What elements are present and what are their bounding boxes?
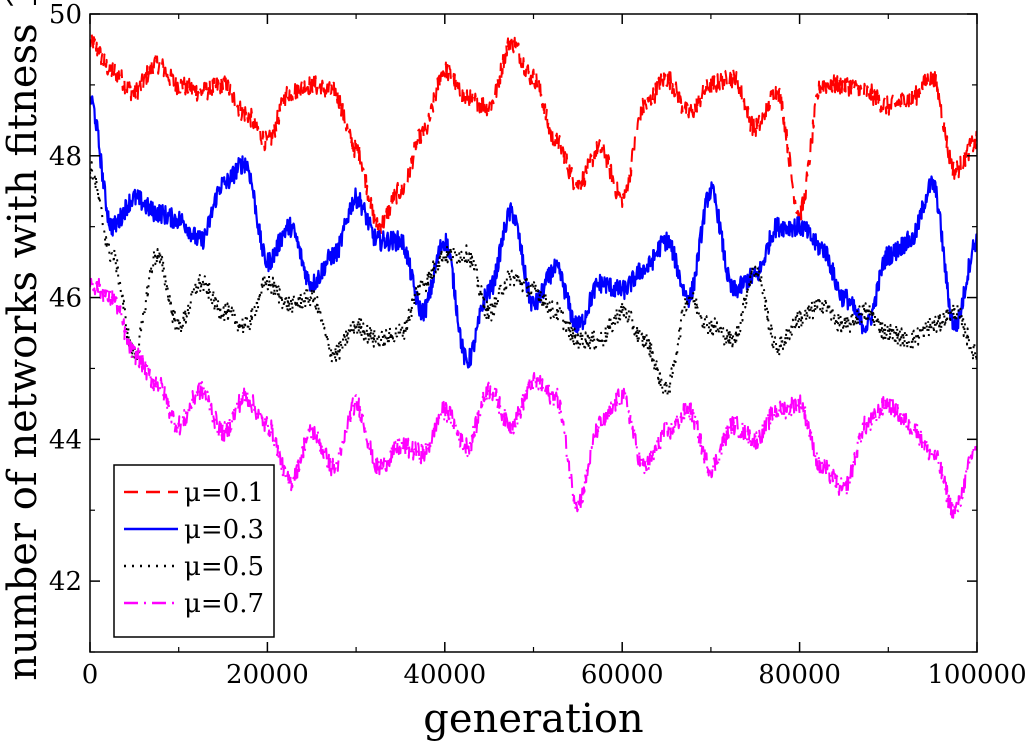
- legend-label-4: μ=0.7: [184, 589, 264, 619]
- x-tick-label: 100000: [927, 660, 1026, 690]
- y-tick-label: 48: [49, 142, 82, 172]
- x-tick-label: 40000: [403, 660, 486, 690]
- y-tick-label: 50: [49, 0, 82, 30]
- legend: μ=0.1 μ=0.3 μ=0.5 μ=0.7: [113, 464, 275, 638]
- series-line-4: [90, 277, 977, 519]
- y-axis-title: number of networks with fitness 1: [0, 0, 46, 681]
- legend-label-2: μ=0.3: [184, 515, 264, 545]
- y-tick-label: 42: [49, 567, 82, 597]
- series-line-3: [90, 161, 977, 398]
- legend-label-3: μ=0.5: [184, 552, 264, 582]
- series-line-1: [90, 32, 977, 236]
- series-line-2: [90, 95, 977, 369]
- legend-box: [113, 464, 275, 638]
- x-tick-label: 60000: [581, 660, 664, 690]
- ticks-layer: 0 20000 40000 60000 80000 100000 42 44 46 48 50: [49, 0, 1027, 690]
- x-axis-title: generation: [423, 696, 643, 742]
- legend-label-1: μ=0.1: [184, 478, 264, 508]
- y-tick-label: 44: [49, 425, 82, 455]
- x-tick-label: 0: [82, 660, 99, 690]
- x-tick-label: 80000: [758, 660, 841, 690]
- y-tick-label: 46: [49, 284, 82, 314]
- series-layer: [90, 32, 977, 519]
- x-tick-label: 20000: [226, 660, 309, 690]
